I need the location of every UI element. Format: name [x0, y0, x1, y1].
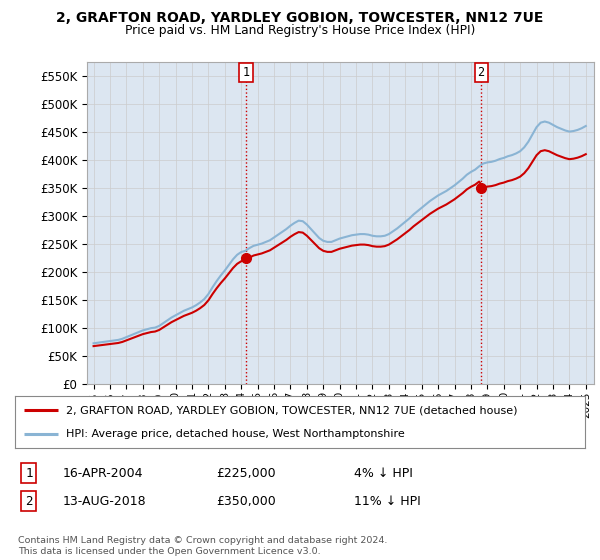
Text: 16-APR-2004: 16-APR-2004 — [63, 466, 143, 480]
Text: 2, GRAFTON ROAD, YARDLEY GOBION, TOWCESTER, NN12 7UE (detached house): 2, GRAFTON ROAD, YARDLEY GOBION, TOWCEST… — [66, 405, 518, 416]
Text: £350,000: £350,000 — [216, 494, 276, 508]
Text: £225,000: £225,000 — [216, 466, 275, 480]
Text: HPI: Average price, detached house, West Northamptonshire: HPI: Average price, detached house, West… — [66, 429, 405, 439]
Text: 1: 1 — [242, 66, 250, 79]
Text: Price paid vs. HM Land Registry's House Price Index (HPI): Price paid vs. HM Land Registry's House … — [125, 24, 475, 36]
Text: 4% ↓ HPI: 4% ↓ HPI — [354, 466, 413, 480]
Text: 13-AUG-2018: 13-AUG-2018 — [63, 494, 146, 508]
Text: 11% ↓ HPI: 11% ↓ HPI — [354, 494, 421, 508]
Text: Contains HM Land Registry data © Crown copyright and database right 2024.
This d: Contains HM Land Registry data © Crown c… — [18, 536, 388, 556]
Text: 2: 2 — [25, 494, 32, 508]
Text: 2, GRAFTON ROAD, YARDLEY GOBION, TOWCESTER, NN12 7UE: 2, GRAFTON ROAD, YARDLEY GOBION, TOWCEST… — [56, 11, 544, 25]
Text: 2: 2 — [478, 66, 485, 79]
Text: 1: 1 — [25, 466, 32, 480]
